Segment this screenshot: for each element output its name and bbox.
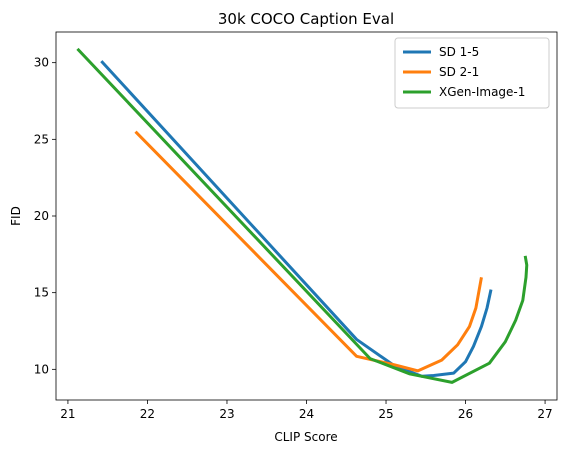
y-tick-label: 25: [34, 132, 49, 146]
x-tick-label: 24: [299, 407, 314, 421]
y-tick-label: 20: [34, 209, 49, 223]
x-tick-label: 25: [378, 407, 393, 421]
legend: SD 1-5 SD 2-1 XGen-Image-1: [394, 37, 550, 109]
axes-layer: 21 22 23 24 25 26 27 10 15 20 25 30: [34, 56, 553, 421]
y-tick-label: 10: [34, 362, 49, 376]
y-tick-label: 15: [34, 286, 49, 300]
x-tick-label: 23: [219, 407, 234, 421]
series-line-1: [100, 60, 493, 378]
x-tick-label: 27: [537, 407, 552, 421]
y-tick-label: 30: [34, 56, 49, 70]
legend-label: SD 1-5: [439, 45, 479, 59]
x-axis-label: CLIP Score: [274, 430, 337, 444]
y-axis-label: FID: [9, 206, 23, 226]
x-tick-label: 26: [458, 407, 473, 421]
chart-title: 30k COCO Caption Eval: [218, 10, 394, 28]
legend-box: [394, 37, 550, 109]
plot-frame: [55, 31, 558, 401]
legend-label: XGen-Image-1: [439, 85, 525, 99]
series-layer: [76, 47, 529, 384]
series-line-3: [76, 47, 529, 384]
legend-label: SD 2-1: [439, 65, 479, 79]
x-tick-label: 21: [60, 407, 75, 421]
x-tick-label: 22: [140, 407, 155, 421]
